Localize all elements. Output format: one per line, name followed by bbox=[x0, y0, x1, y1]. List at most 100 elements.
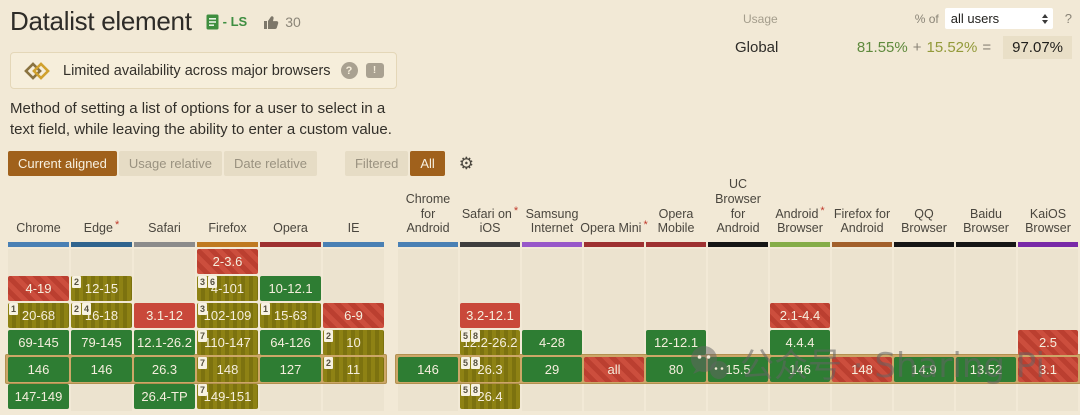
support-cell-firefox[interactable]: 7 110-147 bbox=[197, 330, 258, 355]
support-cell-edge[interactable]: 2 12-15 bbox=[71, 276, 132, 301]
support-cell-firefox-android[interactable]: 148 bbox=[832, 357, 892, 382]
browser-header-firefox-android[interactable]: Firefox for Android bbox=[832, 186, 892, 236]
alert-help-button[interactable]: ? bbox=[340, 62, 358, 79]
browser-header-uc-browser[interactable]: UC Browser for Android bbox=[708, 177, 768, 236]
support-cell-chrome[interactable]: 4-19 bbox=[8, 276, 69, 301]
view-mode-current-aligned[interactable]: Current aligned bbox=[8, 151, 117, 176]
version-range: 146 bbox=[27, 362, 50, 377]
browser-name-line: Android bbox=[716, 221, 760, 236]
support-cell-opera-mobile[interactable]: 80 bbox=[646, 357, 706, 382]
support-cell-chrome[interactable]: 146 bbox=[8, 357, 69, 382]
support-cell-opera[interactable]: 64-126 bbox=[260, 330, 321, 355]
version-range: 149-151 bbox=[203, 389, 252, 404]
support-cell-samsung-internet[interactable]: 4-28 bbox=[522, 330, 582, 355]
support-cell-empty bbox=[1018, 276, 1078, 303]
browser-header-safari-ios[interactable]: Safari on * iOS bbox=[460, 186, 520, 236]
support-cell-empty bbox=[134, 249, 195, 276]
support-cell-kaios-browser[interactable]: 3.1 bbox=[1018, 357, 1078, 382]
support-cell-qq-browser[interactable]: 14.9 bbox=[894, 357, 954, 382]
support-cell-firefox[interactable]: 3 102-109 bbox=[197, 303, 258, 328]
support-cell-safari[interactable]: 3.1-12 bbox=[134, 303, 195, 328]
browser-header-opera-mini[interactable]: Opera Mini * bbox=[580, 186, 647, 236]
support-cell-firefox[interactable]: 3 6 4-101 bbox=[197, 276, 258, 301]
browser-header-baidu-browser[interactable]: Baidu Browser bbox=[956, 186, 1016, 236]
browser-name-line: Android bbox=[406, 221, 450, 236]
support-cell-firefox[interactable]: 7 149-151 bbox=[197, 384, 258, 409]
browser-name-line: KaiOS bbox=[1029, 206, 1067, 221]
version-range: 110-147 bbox=[204, 335, 251, 350]
note-badge: 7 bbox=[198, 384, 208, 396]
support-cell-ie[interactable]: 2 10 bbox=[323, 330, 384, 355]
supported-percent: 81.55% bbox=[856, 39, 908, 56]
support-cell-empty bbox=[832, 276, 892, 303]
browser-header-chrome[interactable]: Chrome bbox=[8, 186, 69, 236]
support-cell-chrome[interactable]: 147-149 bbox=[8, 384, 69, 409]
support-cell-ie[interactable]: 2 11 bbox=[323, 357, 384, 382]
browser-name-line: iOS bbox=[479, 221, 501, 236]
support-cell-android-browser[interactable]: 2.1-4.4 bbox=[770, 303, 830, 328]
support-cell-opera[interactable]: 127 bbox=[260, 357, 321, 382]
support-cell-chrome[interactable]: 1 20-68 bbox=[8, 303, 69, 328]
support-cell-edge[interactable]: 146 bbox=[71, 357, 132, 382]
support-cell-uc-browser[interactable]: 15.5 bbox=[708, 357, 768, 382]
usage-help-link[interactable]: ? bbox=[1064, 11, 1072, 26]
version-range: 10-12.1 bbox=[268, 281, 313, 296]
support-cell-firefox[interactable]: 2-3.6 bbox=[197, 249, 258, 274]
support-cell-safari-ios[interactable]: 5 8 26.4 bbox=[460, 384, 520, 409]
browser-color-bar bbox=[1018, 242, 1078, 247]
support-cell-opera-mini[interactable]: all bbox=[584, 357, 644, 382]
support-cell-chrome-android[interactable]: 146 bbox=[398, 357, 458, 382]
browser-header-android-browser[interactable]: Android * Browser bbox=[770, 186, 830, 236]
alert-feedback-button[interactable]: ! bbox=[365, 63, 384, 78]
browser-name-line: Opera bbox=[658, 206, 694, 221]
support-cell-ie[interactable]: 6-9 bbox=[323, 303, 384, 328]
version-range: 16-18 bbox=[84, 308, 119, 323]
browser-header-chrome-android[interactable]: Chrome for Android bbox=[398, 186, 458, 236]
support-cell-empty bbox=[894, 384, 954, 411]
view-mode-date-relative[interactable]: Date relative bbox=[224, 151, 317, 176]
support-cell-safari[interactable]: 26.4-TP bbox=[134, 384, 195, 409]
limited-availability-icon bbox=[24, 61, 50, 80]
support-cell-chrome[interactable]: 69-145 bbox=[8, 330, 69, 355]
support-cell-samsung-internet[interactable]: 29 bbox=[522, 357, 582, 382]
version-range: 127 bbox=[279, 362, 302, 377]
support-cell-firefox[interactable]: 7 148 bbox=[197, 357, 258, 382]
filter-filtered-button[interactable]: Filtered bbox=[344, 151, 409, 176]
asterisk-note-icon: * bbox=[820, 204, 825, 217]
mobile-browsers-table: Chrome for Android 146 Safari on * iOS 3.2-12.1… bbox=[395, 177, 1080, 411]
support-cell-empty bbox=[1018, 249, 1078, 276]
support-cell-edge[interactable]: 2 4 16-18 bbox=[71, 303, 132, 328]
support-cell-baidu-browser[interactable]: 13.52 bbox=[956, 357, 1016, 382]
usage-source-select[interactable]: all users bbox=[944, 8, 1053, 29]
note-badge: 8 bbox=[471, 384, 481, 396]
browser-header-firefox[interactable]: Firefox bbox=[197, 186, 258, 236]
note-badges: 2 bbox=[324, 330, 334, 342]
support-cell-safari[interactable]: 12.1-26.2 bbox=[134, 330, 195, 355]
view-mode-usage-relative[interactable]: Usage relative bbox=[118, 151, 222, 176]
browser-header-ie[interactable]: IE bbox=[323, 186, 384, 236]
support-cell-android-browser[interactable]: 146 bbox=[770, 357, 830, 382]
settings-gear-icon[interactable]: ⚙ bbox=[458, 154, 475, 173]
support-cell-safari-ios[interactable]: 3.2-12.1 bbox=[460, 303, 520, 328]
browser-header-samsung-internet[interactable]: Samsung Internet bbox=[522, 186, 582, 236]
spec-link[interactable]: - LS bbox=[206, 14, 247, 30]
support-cell-safari[interactable]: 26.3 bbox=[134, 357, 195, 382]
support-cell-opera[interactable]: 1 15-63 bbox=[260, 303, 321, 328]
filter-all-button[interactable]: All bbox=[410, 151, 445, 176]
support-cell-edge[interactable]: 79-145 bbox=[71, 330, 132, 355]
vote-button[interactable]: 30 bbox=[263, 14, 301, 30]
support-cell-opera[interactable]: 10-12.1 bbox=[260, 276, 321, 301]
browser-header-safari[interactable]: Safari bbox=[134, 186, 195, 236]
support-cell-safari-ios[interactable]: 5 8 26.3 bbox=[460, 357, 520, 382]
browser-header-kaios-browser[interactable]: KaiOS Browser bbox=[1018, 186, 1078, 236]
browser-header-opera-mobile[interactable]: Opera Mobile bbox=[646, 186, 706, 236]
support-cell-android-browser[interactable]: 4.4.4 bbox=[770, 330, 830, 355]
browser-header-qq-browser[interactable]: QQ Browser bbox=[894, 186, 954, 236]
browser-header-opera[interactable]: Opera bbox=[260, 186, 321, 236]
browser-header-edge[interactable]: Edge * bbox=[71, 186, 132, 236]
support-cell-opera-mobile[interactable]: 12-12.1 bbox=[646, 330, 706, 355]
support-cell-safari-ios[interactable]: 5 8 12.2-26.2 bbox=[460, 330, 520, 355]
support-cell-kaios-browser[interactable]: 2.5 bbox=[1018, 330, 1078, 355]
